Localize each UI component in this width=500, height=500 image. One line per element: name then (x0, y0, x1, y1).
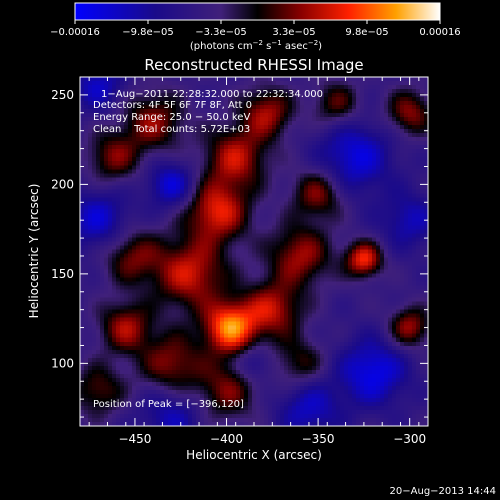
colorbar-tick-label: 0.00016 (419, 27, 460, 38)
x-tick-label: −400 (210, 432, 243, 446)
colorbar-tick-label: 9.8e−05 (345, 27, 388, 38)
y-axis-ticks: 100 150 200 250 (51, 76, 428, 418)
heatmap-image (80, 77, 428, 426)
colorbar (74, 2, 441, 21)
x-axis-label: Heliocentric X (arcsec) (186, 448, 322, 462)
colorbar-tick-label: −9.8e−05 (122, 27, 174, 38)
annotation-detectors: Detectors: 4F 5F 6F 7F 8F, Att 0 (93, 100, 252, 111)
annotations: 1−Aug−2011 22:28:32.000 to 22:32:34.000 … (93, 89, 323, 410)
peak-position-label: Position of Peak = [−396,120] (93, 399, 244, 410)
y-axis-label: Heliocentric Y (arcsec) (27, 184, 41, 319)
y-tick-label: 250 (51, 88, 74, 102)
y-tick-label: 100 (51, 356, 74, 370)
colorbar-tick-label: −0.00016 (50, 27, 100, 38)
x-tick-label: −300 (393, 432, 426, 446)
chart-title: Reconstructed RHESSI Image (144, 56, 363, 74)
annotation-energy: Energy Range: 25.0 − 50.0 keV (93, 112, 250, 123)
colorbar-tick-label: 3.3e−05 (272, 27, 315, 38)
colorbar-tick-label: −3.3e−05 (195, 27, 247, 38)
y-tick-label: 150 (51, 267, 74, 281)
x-axis-ticks: −450 −400 −350 −300 (88, 77, 426, 446)
colorbar-units: (photons cm−2 s−1 asec−2) (190, 39, 322, 52)
x-tick-label: −350 (302, 432, 335, 446)
x-tick-label: −450 (118, 432, 151, 446)
footer-date: 20−Aug−2013 14:44 (390, 486, 496, 497)
colorbar-ticks: −0.00016 −9.8e−05 −3.3e−05 3.3e−05 9.8e−05 0.… (50, 20, 461, 38)
annotation-clean: Clean Total counts: 5.72E+03 (93, 124, 250, 135)
annotation-time: 1−Aug−2011 22:28:32.000 to 22:32:34.000 (101, 89, 323, 100)
y-tick-label: 200 (51, 177, 74, 191)
